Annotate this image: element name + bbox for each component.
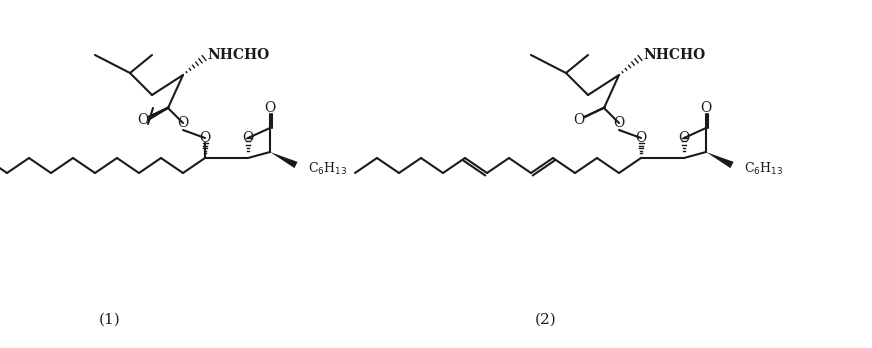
Text: O: O bbox=[264, 101, 276, 115]
Text: O: O bbox=[678, 131, 690, 145]
Text: O: O bbox=[242, 131, 254, 145]
Polygon shape bbox=[706, 152, 733, 168]
Polygon shape bbox=[270, 152, 297, 168]
Text: C$_6$H$_{13}$: C$_6$H$_{13}$ bbox=[308, 161, 347, 177]
Text: NHCHO: NHCHO bbox=[643, 48, 705, 62]
Text: O: O bbox=[636, 131, 647, 145]
Text: (1): (1) bbox=[99, 313, 121, 327]
Text: O: O bbox=[574, 113, 584, 127]
Text: O: O bbox=[177, 116, 188, 130]
Text: O: O bbox=[700, 101, 712, 115]
Text: O: O bbox=[138, 113, 148, 127]
Text: (2): (2) bbox=[535, 313, 557, 327]
Text: C$_6$H$_{13}$: C$_6$H$_{13}$ bbox=[744, 161, 783, 177]
Text: O: O bbox=[613, 116, 624, 130]
Text: O: O bbox=[200, 131, 211, 145]
Text: NHCHO: NHCHO bbox=[207, 48, 269, 62]
